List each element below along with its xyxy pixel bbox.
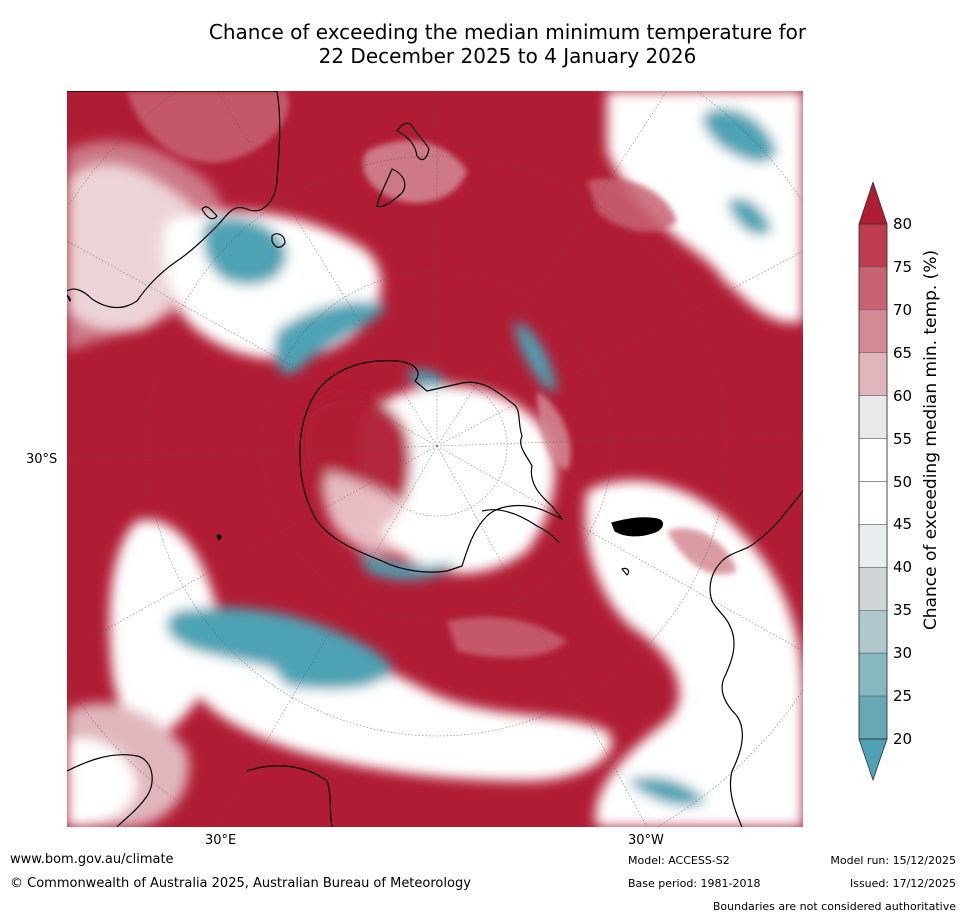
issued-text: Issued: 17/12/2025: [849, 877, 956, 890]
graticule: [67, 91, 803, 827]
lon-label-30e: 30°E: [205, 833, 237, 848]
colorbar-band: [858, 223, 888, 268]
title-line-2: 22 December 2025 to 4 January 2026: [318, 44, 697, 68]
map-title: Chance of exceeding the median minimum t…: [0, 20, 965, 68]
colorbar-band: [858, 395, 888, 439]
africa-coast: [67, 754, 153, 827]
colorbar-band: [858, 524, 888, 568]
colorbar-tick-label: 70: [893, 300, 913, 319]
copyright-text: © Commonwealth of Australia 2025, Austra…: [10, 876, 471, 891]
colorbar-band: [858, 266, 888, 311]
base-period-text: Base period: 1981-2018: [628, 877, 761, 890]
colorbar-tick-label: 35: [893, 601, 913, 620]
colorbar: [858, 182, 888, 782]
colorbar-bottom-extension: [858, 738, 888, 782]
website-text: www.bom.gov.au/climate: [10, 852, 174, 867]
colorbar-band: [858, 652, 888, 697]
colorbar-band: [858, 438, 888, 482]
colorbar-tick-label: 25: [893, 687, 913, 706]
colorbar-tick-label: 80: [893, 215, 913, 233]
lon-label-30w: 30°W: [628, 833, 664, 848]
model-run-text: Model run: 15/12/2025: [830, 854, 956, 867]
colorbar-bands: [858, 223, 888, 740]
coastlines: [67, 91, 803, 827]
title-line-1: Chance of exceeding the median minimum t…: [208, 20, 807, 44]
colorbar-tick-label: 45: [893, 515, 913, 534]
colorbar-band: [858, 695, 888, 740]
colorbar-tick-label: 75: [893, 257, 913, 276]
colorbar-top-extension: [858, 182, 888, 225]
colorbar-title: Chance of exceeding median min. temp. (%…: [921, 249, 941, 631]
australia-coast: [67, 91, 281, 309]
colorbar-band: [858, 567, 888, 611]
colorbar-band: [858, 481, 888, 525]
polar-map: [67, 91, 803, 827]
model-text: Model: ACCESS-S2: [628, 854, 730, 867]
probability-bands: [127, 91, 737, 658]
disclaimer-text: Boundaries are not considered authoritat…: [712, 900, 956, 913]
map-canvas: [67, 91, 803, 827]
colorbar-tick-label: 50: [893, 472, 913, 491]
colorbar-tick-label: 60: [893, 386, 913, 405]
lat-label-30s: 30°S: [26, 452, 58, 467]
colorbar-tick-label: 30: [893, 644, 913, 663]
colorbar-band: [858, 352, 888, 396]
new-zealand-coast: [396, 122, 430, 161]
colorbar-tick-label: 55: [893, 429, 913, 448]
probability-fields: [67, 91, 803, 827]
antarctica-coast: [299, 360, 563, 573]
south-america-coast: [709, 490, 803, 827]
colorbar-tick-label: 65: [893, 343, 913, 362]
colorbar-tick-label: 20: [893, 730, 913, 748]
colorbar-band: [858, 610, 888, 654]
colorbar-tick-label: 40: [893, 558, 913, 577]
colorbar-band: [858, 309, 888, 354]
